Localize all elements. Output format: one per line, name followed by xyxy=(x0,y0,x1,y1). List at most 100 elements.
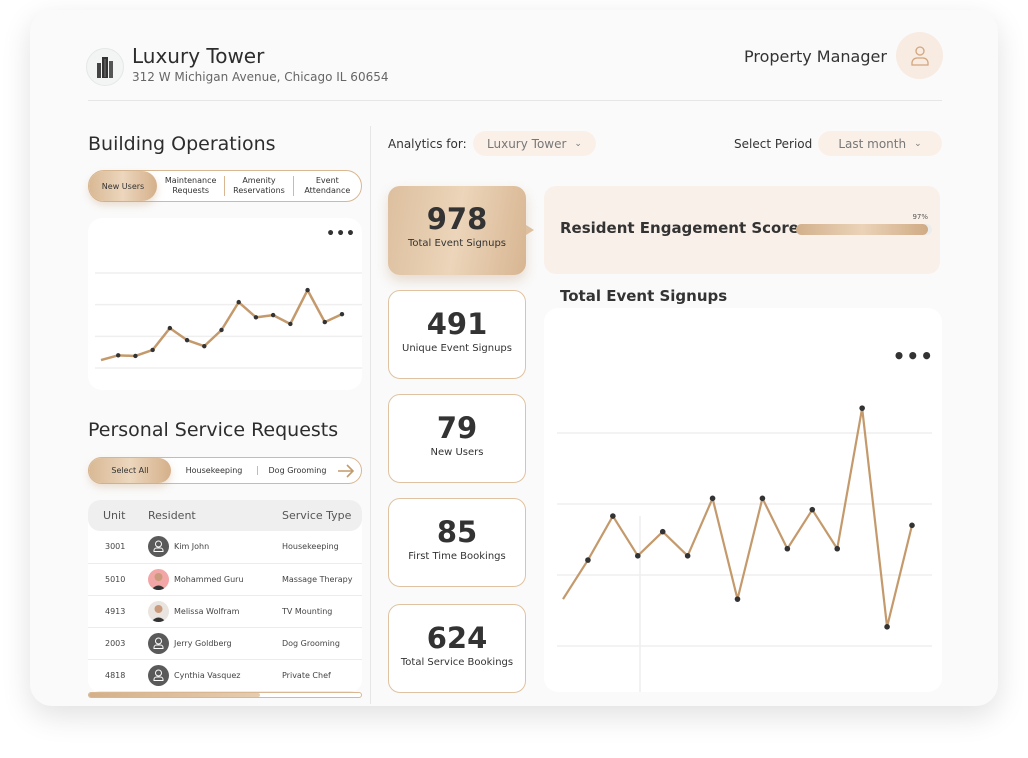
data-point[interactable] xyxy=(270,312,276,318)
data-point[interactable] xyxy=(610,513,616,519)
table-scrollbar[interactable] xyxy=(88,692,362,698)
tab-event-attendance[interactable]: Event Attendance xyxy=(292,176,361,196)
stat-value: 79 xyxy=(436,411,478,445)
filter-select-all[interactable]: Select All xyxy=(89,458,171,483)
resident-avatar xyxy=(148,664,169,686)
period-select-value: Last month xyxy=(838,136,907,151)
stat-label: New Users xyxy=(430,447,484,458)
unit-cell: 4913 xyxy=(88,595,148,628)
table-row[interactable]: 3001 Kim John Housekeeping xyxy=(88,531,362,564)
chevron-down-icon: ⌄ xyxy=(914,138,922,149)
data-point[interactable] xyxy=(133,353,138,359)
service-type-cell: Dog Grooming xyxy=(282,627,362,660)
service-filters: Select All Housekeeping Dog Grooming xyxy=(88,457,362,484)
stat-card-unique-event-signups[interactable]: 491 Unique Event Signups xyxy=(388,290,526,379)
tab-amenity-reservations[interactable]: Amenity Reservations xyxy=(224,176,292,196)
scrollbar-thumb[interactable] xyxy=(89,693,261,697)
stat-value: 978 xyxy=(426,202,488,236)
resident-avatar xyxy=(148,536,169,558)
signups-chart xyxy=(557,405,932,692)
building-logo xyxy=(86,48,124,86)
building-icon xyxy=(97,57,113,78)
data-point[interactable] xyxy=(184,337,190,343)
engagement-percent: 97% xyxy=(912,213,928,221)
filter-housekeeping[interactable]: Housekeeping xyxy=(185,466,243,475)
resident-cell: Kim John xyxy=(148,531,282,564)
data-point[interactable] xyxy=(116,353,121,358)
period-select[interactable]: Last month ⌄ xyxy=(818,131,942,156)
resident-name: Cynthia Vasquez xyxy=(174,670,241,680)
column-service-type: Service Type xyxy=(282,500,362,531)
resident-cell: Melissa Wolfram xyxy=(148,595,282,628)
data-point[interactable] xyxy=(339,311,345,317)
property-title: Luxury Tower xyxy=(132,44,265,68)
engagement-label: Resident Engagement Score xyxy=(560,219,799,237)
data-point[interactable] xyxy=(859,405,865,411)
data-point[interactable] xyxy=(150,347,155,353)
data-point[interactable] xyxy=(734,596,741,602)
property-select[interactable]: Luxury Tower ⌄ xyxy=(473,131,596,156)
tab-maintenance-requests[interactable]: Maintenance Requests xyxy=(164,176,217,195)
data-point[interactable] xyxy=(809,506,816,513)
data-point[interactable] xyxy=(834,545,841,552)
data-point[interactable] xyxy=(909,522,915,529)
arrow-right-icon[interactable] xyxy=(337,463,355,478)
data-point[interactable] xyxy=(784,545,791,552)
data-point[interactable] xyxy=(322,319,327,325)
resident-avatar xyxy=(148,632,169,654)
data-point[interactable] xyxy=(253,315,259,320)
data-point[interactable] xyxy=(167,325,173,331)
new-users-chart-card: ••• xyxy=(88,218,362,390)
resident-name: Kim John xyxy=(174,542,210,552)
data-point[interactable] xyxy=(219,327,224,333)
user-role: Property Manager xyxy=(744,47,887,66)
resident-cell: Cynthia Vasquez xyxy=(148,659,282,692)
data-point[interactable] xyxy=(659,528,666,535)
data-point[interactable] xyxy=(288,321,293,327)
more-options-icon[interactable]: ••• xyxy=(326,226,356,242)
chevron-down-icon: ⌄ xyxy=(574,138,582,149)
unit-cell: 5010 xyxy=(88,563,148,596)
data-point[interactable] xyxy=(684,553,691,559)
unit-cell: 4818 xyxy=(88,659,148,692)
data-point[interactable] xyxy=(585,557,591,563)
table-row[interactable]: 5010 Mohammed Guru Massage Therapy xyxy=(88,563,362,596)
series-line xyxy=(562,407,914,628)
resident-cell: Jerry Goldberg xyxy=(148,627,282,660)
user-icon xyxy=(910,45,929,66)
resident-cell: Mohammed Guru xyxy=(148,563,282,596)
resident-avatar xyxy=(148,568,169,590)
table-row[interactable]: 4913 Melissa Wolfram TV Mounting xyxy=(88,595,362,628)
stat-value: 624 xyxy=(426,621,488,655)
data-point[interactable] xyxy=(305,287,310,293)
more-options-icon[interactable]: ••• xyxy=(892,344,934,368)
stat-label: Unique Event Signups xyxy=(402,343,512,354)
stat-card-total-event-signups[interactable]: 978 Total Event Signups xyxy=(388,186,526,275)
property-address: 312 W Michigan Avenue, Chicago IL 60654 xyxy=(132,70,389,84)
data-point[interactable] xyxy=(759,495,766,502)
data-point[interactable] xyxy=(884,624,890,630)
profile-avatar[interactable] xyxy=(896,32,943,79)
stat-card-new-users[interactable]: 79 New Users xyxy=(388,394,526,483)
data-point[interactable] xyxy=(709,495,716,502)
service-requests-table: Unit Resident Service Type 3001 Kim John… xyxy=(88,500,362,692)
resident-name: Melissa Wolfram xyxy=(174,606,240,616)
filter-dog-grooming[interactable]: Dog Grooming xyxy=(257,466,337,475)
table-row[interactable]: 4818 Cynthia Vasquez Private Chef xyxy=(88,659,362,692)
engagement-progress xyxy=(796,224,932,235)
data-point[interactable] xyxy=(236,299,241,305)
table-row[interactable]: 2003 Jerry Goldberg Dog Grooming xyxy=(88,627,362,660)
stat-card-first-time-bookings[interactable]: 85 First Time Bookings xyxy=(388,498,526,587)
stat-card-total-service-bookings[interactable]: 624 Total Service Bookings xyxy=(388,604,526,693)
new-users-chart xyxy=(95,272,362,369)
stat-value: 491 xyxy=(426,307,488,341)
building-operations-title: Building Operations xyxy=(88,133,276,155)
data-point[interactable] xyxy=(634,553,641,559)
tab-new-users[interactable]: New Users xyxy=(89,171,157,201)
unit-cell: 3001 xyxy=(88,531,148,564)
property-select-value: Luxury Tower xyxy=(487,136,567,151)
service-requests-title: Personal Service Requests xyxy=(88,419,339,441)
data-point[interactable] xyxy=(202,343,207,349)
resident-avatar xyxy=(148,600,169,622)
stat-label: Total Service Bookings xyxy=(400,657,514,668)
